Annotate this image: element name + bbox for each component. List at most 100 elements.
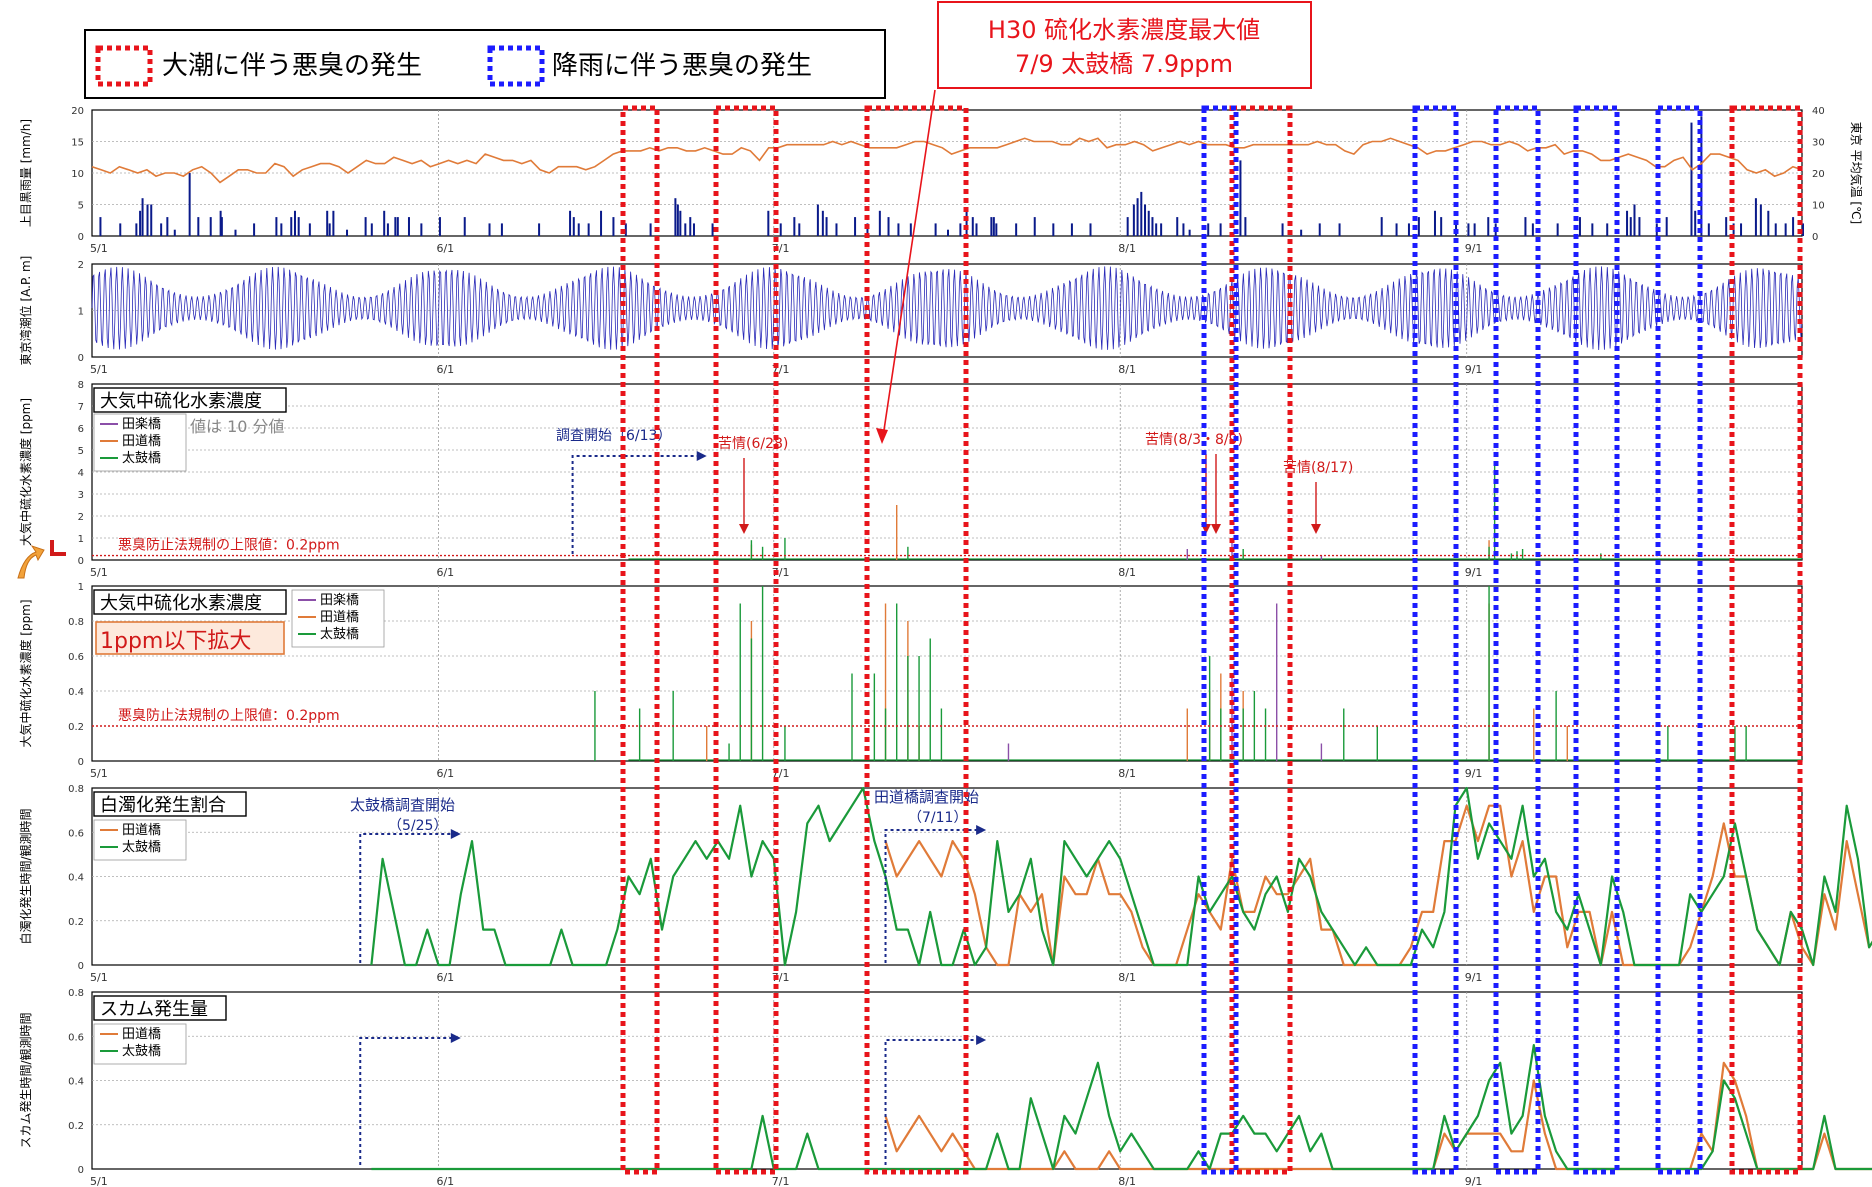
event-boxes	[620, 105, 1803, 1175]
rain-bar	[1740, 223, 1743, 236]
rain-bar	[1089, 223, 1092, 236]
callout-arrow	[883, 89, 936, 431]
x-tick-label: 6/1	[436, 767, 454, 780]
legend-frame	[93, 819, 187, 861]
y-tick-label: 0.4	[68, 873, 84, 884]
x-tick-label: 5/1	[90, 363, 108, 376]
tamichibashi-line	[884, 1061, 1872, 1171]
y-tick-label: 2	[78, 512, 84, 523]
spring-tide-box	[713, 105, 779, 1175]
survey-arrowhead	[450, 1033, 461, 1043]
x-tick-label: 5/1	[90, 767, 108, 780]
rain-bar	[1759, 204, 1762, 236]
y-tick-label: 0	[78, 232, 84, 243]
complaint-label: 苦情(6/28)	[718, 436, 788, 452]
x-tick-label: 7/1	[772, 971, 790, 984]
rain-bar	[328, 223, 331, 236]
rainfall-box	[1201, 105, 1239, 1175]
y-axis-label: 上目黒雨量 [mm/h]	[19, 119, 33, 227]
rain-bar	[1487, 217, 1490, 236]
complaint-label: 苦情(8/17)	[1283, 460, 1353, 476]
legend-entry: 太鼓橋	[320, 627, 359, 642]
rain-bar	[995, 223, 998, 236]
y-tick-label: 7	[78, 402, 84, 413]
panel-turbidity: 0.8 0.6 0.4 0.2 0 5/1 6/1 7/1 8/1 9/1 白濁化発生時間/観測時間…	[18, 784, 1872, 984]
y-axis-label: 大気中硫化水素濃度 [ppm]	[18, 599, 33, 747]
rain-bar	[1626, 210, 1629, 236]
rain-bar	[992, 217, 995, 236]
y2-tick-label: 40	[1812, 106, 1825, 117]
rain-bar	[219, 210, 222, 236]
overlay	[876, 89, 936, 444]
y-tick-label: 0.2	[68, 917, 84, 928]
rain-bar	[297, 217, 300, 236]
rain-bar	[1318, 223, 1321, 236]
complaint-arrowhead	[1211, 524, 1221, 534]
rain-bar	[1070, 223, 1073, 236]
rain-bar	[166, 217, 169, 236]
y-tick-label: 0.2	[68, 722, 84, 733]
rain-bar	[119, 223, 122, 236]
y-tick-label: 0	[78, 1165, 84, 1176]
limit-label: 悪臭防止法規制の上限値：0.2ppm	[118, 708, 340, 724]
y2-tick-label: 0	[1812, 232, 1818, 243]
rain-bar	[326, 210, 329, 236]
rain-bar	[711, 223, 714, 236]
x-tick-label: 5/1	[90, 242, 108, 255]
x-tick-label: 7/1	[772, 242, 790, 255]
rain-bar	[1182, 223, 1185, 236]
rain-bar	[1126, 217, 1129, 236]
rain-bar	[1606, 223, 1609, 236]
rain-bar	[1802, 223, 1804, 236]
rain-bar	[684, 223, 687, 236]
rainfall-box	[1655, 105, 1703, 1175]
taikobashi-line	[370, 786, 1872, 967]
rain-bar	[600, 210, 603, 236]
y-tick-label: 10	[71, 169, 84, 180]
survey-label: 田道橋調査開始	[874, 788, 979, 806]
tamichibashi-line	[884, 804, 1872, 967]
rain-bar	[569, 210, 572, 236]
rain-bar	[692, 223, 695, 236]
rain-bar	[975, 223, 978, 236]
legend-entry: 太鼓橋	[122, 840, 161, 855]
rain-bar	[275, 217, 278, 236]
rain-bar	[346, 229, 349, 236]
y-tick-label: 0.6	[68, 828, 84, 839]
y-tick-label: 6	[78, 424, 84, 435]
rain-bar	[1300, 229, 1303, 236]
y-tick-label: 0	[78, 757, 84, 768]
rain-bar	[234, 229, 237, 236]
rain-bar	[407, 217, 410, 236]
rain-bar	[1792, 217, 1795, 236]
rain-bar	[1144, 204, 1147, 236]
rain-bar	[1407, 223, 1410, 236]
y-tick-label: 4	[78, 468, 84, 479]
rain-bar	[587, 223, 590, 236]
rain-bar	[1052, 223, 1055, 236]
rain-bar	[396, 217, 399, 236]
y-tick-label: 1	[78, 534, 84, 545]
rain-bar	[1155, 223, 1158, 236]
panel-title-frame	[93, 387, 287, 413]
rain-bar	[1033, 217, 1036, 236]
note-label: 値は 10 分値	[190, 417, 285, 436]
rain-bar	[1556, 223, 1559, 236]
rain-bar	[878, 210, 881, 236]
rain-bar	[779, 223, 782, 236]
rain-bar	[1136, 198, 1139, 236]
survey-arrow	[884, 1039, 979, 1165]
legend-entry: 田楽橋	[122, 416, 161, 432]
x-tick-label: 6/1	[436, 242, 454, 255]
rain-bar	[835, 223, 838, 236]
x-tick-label: 5/1	[90, 971, 108, 984]
taikobashi-line	[371, 1044, 1872, 1171]
rain-bar	[1767, 210, 1770, 236]
y-tick-label: 0.8	[68, 617, 84, 628]
rain-bar	[538, 223, 541, 236]
rain-bar	[825, 217, 828, 236]
y-tick-label: 5	[78, 201, 84, 212]
rain-bar	[383, 210, 386, 236]
